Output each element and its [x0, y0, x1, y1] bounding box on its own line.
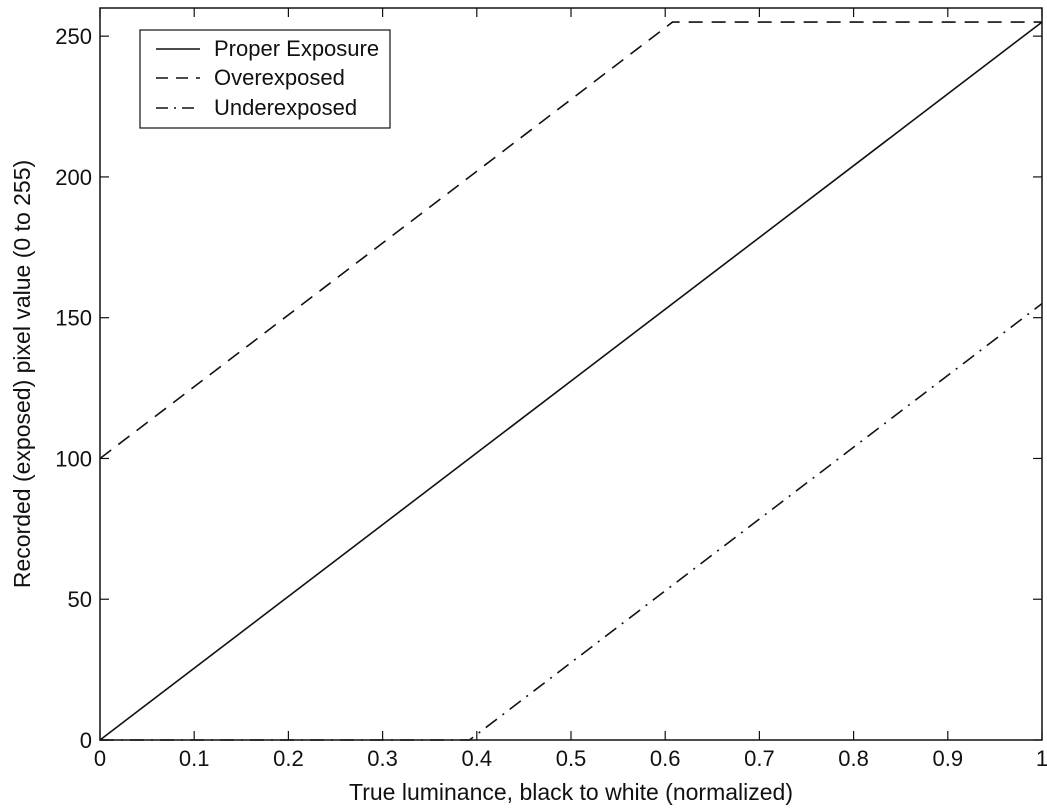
x-tick-label: 0.8	[838, 746, 869, 771]
y-tick-label: 50	[68, 587, 92, 612]
y-tick-label: 150	[55, 306, 92, 331]
x-tick-label: 0.5	[556, 746, 587, 771]
x-tick-label: 0.2	[273, 746, 304, 771]
x-tick-label: 0.3	[367, 746, 398, 771]
series-line-underexposed	[100, 302, 1043, 741]
legend-label-proper: Proper Exposure	[214, 36, 379, 61]
x-tick-label: 0.9	[933, 746, 964, 771]
series-line-proper-exposure	[99, 21, 1043, 741]
legend: Proper Exposure Overexposed Underexposed	[139, 29, 391, 129]
x-tick-label: 0.6	[650, 746, 681, 771]
legend-label-over: Overexposed	[214, 65, 345, 90]
x-axis-label: True luminance, black to white (normaliz…	[349, 779, 793, 805]
series-lines	[99, 21, 1043, 741]
y-tick-label: 250	[55, 24, 92, 49]
y-axis-label: Recorded (exposed) pixel value (0 to 255…	[9, 160, 35, 588]
y-tick-label: 100	[55, 446, 92, 471]
legend-box	[139, 29, 391, 129]
x-tick-label: 0.4	[462, 746, 493, 771]
x-tick-label: 1	[1036, 746, 1047, 771]
series-line-overexposed	[99, 21, 1042, 460]
x-tick-label: 0	[94, 746, 106, 771]
y-tick-label: 200	[55, 165, 92, 190]
legend-label-under: Underexposed	[214, 95, 357, 120]
axis-ticks	[99, 8, 1043, 741]
x-tick-label: 0.1	[179, 746, 210, 771]
axis-tick-labels: 0 0.1 0.2 0.3 0.4 0.5 0.6 0.7 0.8 0.9 1 0 50 100 150 20…	[55, 24, 1047, 771]
y-tick-label: 0	[80, 728, 92, 753]
x-tick-label: 0.7	[744, 746, 775, 771]
